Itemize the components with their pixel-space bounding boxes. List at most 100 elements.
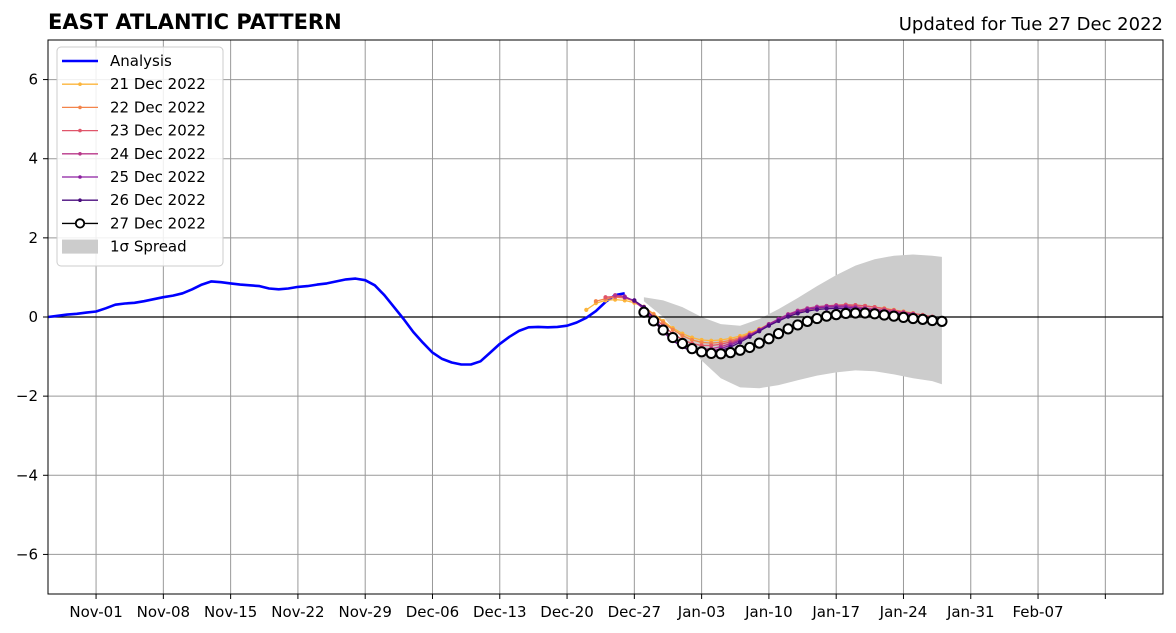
y-tick-label: 4 <box>28 150 38 168</box>
forecast-point <box>667 331 679 344</box>
x-tick-label: Nov-22 <box>271 603 324 621</box>
x-tick-label: Nov-08 <box>137 603 190 621</box>
chart-title: EAST ATLANTIC PATTERN <box>48 10 342 34</box>
forecast-point <box>782 323 794 335</box>
forecast-point <box>849 307 862 319</box>
forecast-point <box>724 347 737 359</box>
x-tick-label: Nov-29 <box>339 603 392 621</box>
y-tick-label: −2 <box>16 387 38 405</box>
forecast-point <box>772 328 785 340</box>
x-tick-label: Jan-24 <box>879 603 928 621</box>
forecast-layer <box>584 293 948 360</box>
forecast-point <box>766 323 772 328</box>
forecast-point <box>632 298 637 303</box>
legend-label: 1σ Spread <box>110 238 187 256</box>
legend-label: Analysis <box>110 52 172 70</box>
x-tick-label: Jan-10 <box>744 603 793 621</box>
x-tick-label: Jan-31 <box>946 603 995 621</box>
x-tick-label: Dec-13 <box>473 603 527 621</box>
forecast-point <box>897 311 910 323</box>
forecast-series <box>638 306 948 360</box>
x-tick-label: Nov-01 <box>69 603 122 621</box>
legend-swatch-spread <box>62 239 98 254</box>
forecast-point <box>814 307 820 312</box>
forecast-point <box>647 315 660 327</box>
forecast-point <box>786 314 791 319</box>
legend-label: 24 Dec 2022 <box>110 145 206 163</box>
forecast-point <box>936 315 948 327</box>
legend-label: 25 Dec 2022 <box>110 168 206 186</box>
x-tick-label: Dec-27 <box>608 603 662 621</box>
forecast-point <box>776 318 781 324</box>
forecast-point <box>744 341 756 354</box>
forecast-point <box>603 295 608 300</box>
spread-layer <box>643 254 942 389</box>
forecast-point <box>657 324 669 336</box>
forecast-point <box>805 308 810 314</box>
axis-ticks: −6 −4 −2 0 2 4 6 Nov-01 Nov-08 Nov-15 Nov-22 Nov-29… <box>16 71 1106 621</box>
forecast-point <box>830 309 842 321</box>
forecast-point <box>840 307 852 320</box>
x-tick-label: Dec-20 <box>540 603 594 621</box>
forecast-point <box>715 348 727 360</box>
legend-swatch-marker <box>78 82 82 86</box>
forecast-point <box>680 333 685 338</box>
forecast-point <box>763 333 775 345</box>
forecast-point <box>792 319 804 331</box>
forecast-point <box>593 299 598 304</box>
legend-box <box>56 46 224 267</box>
forecast-point <box>734 344 746 356</box>
spread-band <box>643 254 942 389</box>
legend-swatch-marker <box>74 218 86 229</box>
legend-swatch-marker <box>78 128 82 133</box>
x-tick-label: Nov-15 <box>204 603 257 621</box>
y-tick-label: 0 <box>28 308 38 326</box>
forecast-point <box>917 313 929 325</box>
forecast-point <box>638 306 650 318</box>
analysis-layer <box>47 277 625 366</box>
forecast-point <box>670 327 675 332</box>
forecast-point <box>757 329 762 334</box>
forecast-point <box>737 340 743 345</box>
forecast-point <box>859 307 871 319</box>
x-tick-label: Jan-03 <box>677 603 726 621</box>
legend-label: 22 Dec 2022 <box>110 98 206 116</box>
x-tick-label: Jan-17 <box>811 603 860 621</box>
forecast-point <box>622 295 627 300</box>
forecast-point <box>801 315 813 327</box>
analysis-line <box>47 277 625 366</box>
forecast-point <box>696 346 708 358</box>
y-tick-label: 6 <box>28 71 38 89</box>
forecast-point <box>613 293 618 298</box>
forecast-point <box>869 308 881 320</box>
forecast-point <box>888 310 900 322</box>
forecast-point <box>907 312 919 325</box>
legend-label: 23 Dec 2022 <box>110 122 206 140</box>
legend-swatch-marker <box>78 152 82 156</box>
chart-subtitle: Updated for Tue 27 Dec 2022 <box>899 14 1163 35</box>
forecast-point <box>926 314 938 327</box>
forecast-point <box>689 337 695 343</box>
legend-swatch-marker <box>78 198 82 202</box>
x-tick-label: Feb-07 <box>1013 603 1064 621</box>
legend-label: 26 Dec 2022 <box>110 191 206 209</box>
forecast-point <box>795 311 800 316</box>
forecast-point <box>878 309 890 321</box>
legend: Analysis 21 Dec 2022 22 Dec 2022 23 Dec 202… <box>56 46 224 267</box>
forecast-point <box>676 337 688 350</box>
legend-label: 27 Dec 2022 <box>110 214 206 232</box>
forecast-point <box>686 343 698 355</box>
forecast-point <box>820 310 833 322</box>
forecast-point <box>705 347 717 360</box>
x-tick-label: Dec-06 <box>406 603 460 621</box>
y-tick-label: −4 <box>16 466 38 484</box>
legend-swatch-marker <box>78 105 82 110</box>
forecast-point <box>753 337 765 349</box>
y-tick-label: −6 <box>16 545 38 563</box>
forecast-point <box>811 312 823 325</box>
forecast-point <box>824 306 829 311</box>
legend-swatch-marker <box>78 175 82 179</box>
legend-label: 21 Dec 2022 <box>110 75 206 93</box>
forecast-point <box>747 334 752 339</box>
